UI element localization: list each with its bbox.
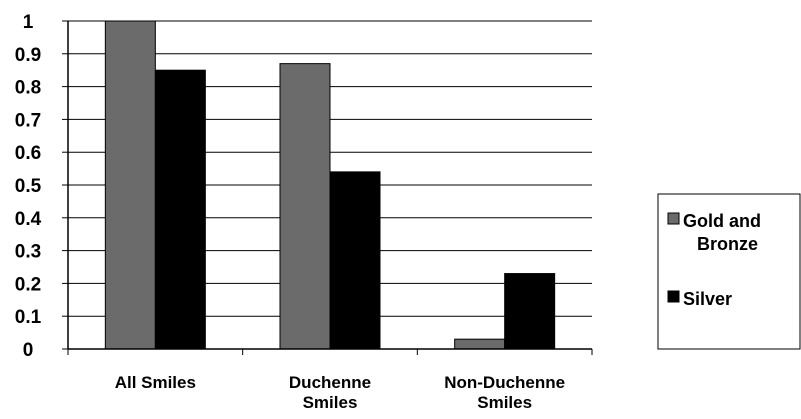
y-tick-label: 0.4 bbox=[15, 209, 42, 230]
legend-label-line: Silver bbox=[683, 289, 732, 309]
legend-label: Silver bbox=[683, 289, 732, 309]
y-tick-label: 0.1 bbox=[15, 307, 42, 328]
y-tick-label: 0.9 bbox=[15, 45, 41, 66]
y-tick-label: 0.3 bbox=[15, 242, 41, 263]
x-tick-label: Duchenne Smiles bbox=[289, 373, 371, 412]
legend-swatch bbox=[668, 291, 679, 302]
bar-gold-and-bronze bbox=[280, 64, 330, 349]
legend: Gold and Bronze Silver bbox=[658, 194, 800, 349]
x-tick-label: All Smiles bbox=[115, 373, 196, 392]
bar-gold-and-bronze bbox=[455, 339, 505, 349]
y-tick-label: 1 bbox=[23, 12, 34, 33]
legend-label-line: Bronze bbox=[697, 234, 758, 254]
legend-swatch bbox=[668, 213, 679, 224]
y-tick-label: 0.5 bbox=[15, 176, 42, 197]
x-tick-label: Non-Duchenne Smiles bbox=[444, 373, 565, 412]
x-tick-label-line: Smiles bbox=[303, 393, 358, 412]
y-tick-label: 0.8 bbox=[15, 78, 41, 99]
legend-label-line: Gold and bbox=[683, 211, 761, 231]
x-tick-label-line: Smiles bbox=[477, 393, 532, 412]
bar-silver bbox=[155, 70, 205, 349]
bar-silver bbox=[330, 172, 380, 349]
y-tick-labels: 0 0.1 0.2 0.3 0.4 0.5 0.6 0.7 0.8 0.9 1 bbox=[15, 12, 42, 361]
y-tick-label: 0.2 bbox=[15, 274, 41, 295]
bar-silver bbox=[505, 274, 555, 349]
y-tick-label: 0 bbox=[23, 340, 34, 361]
x-tick-label-line: All Smiles bbox=[115, 373, 196, 392]
y-tick-label: 0.7 bbox=[15, 110, 41, 131]
bar-gold-and-bronze bbox=[105, 21, 155, 349]
x-tick-label-line: Duchenne bbox=[289, 373, 371, 392]
y-tick-label: 0.6 bbox=[15, 143, 41, 164]
x-tick-label-line: Non-Duchenne bbox=[444, 373, 565, 392]
